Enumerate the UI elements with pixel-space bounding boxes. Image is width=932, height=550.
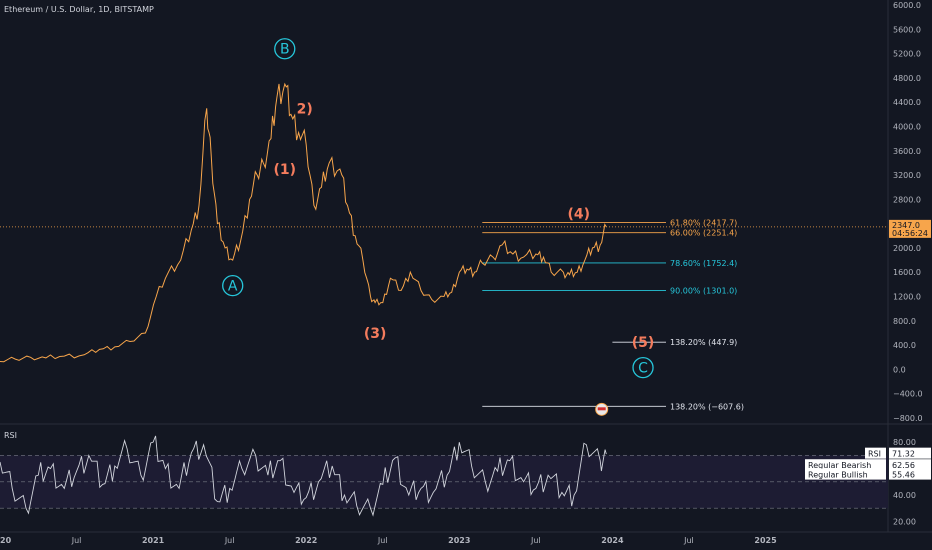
- rsi-panel-title: RSI: [4, 431, 17, 440]
- wave-label: 2): [297, 101, 313, 117]
- time-tick-label: 2022: [295, 536, 317, 545]
- wave-label: (4): [567, 206, 590, 222]
- price-tick-label: 400.0: [893, 341, 916, 350]
- price-series-line: [0, 82, 607, 363]
- wave-label: C: [638, 361, 648, 377]
- time-tick-label: Jul: [683, 536, 694, 545]
- price-tick-label: −400.0: [893, 390, 923, 399]
- rsi-label-value: 71.32: [892, 450, 915, 459]
- time-tick-label: Jul: [224, 536, 235, 545]
- price-tick-label: 800.0: [893, 317, 916, 326]
- rsi-tick-label: 40.00: [893, 491, 916, 500]
- wave-label: B: [280, 42, 290, 58]
- flag-stripe-icon: [597, 407, 606, 411]
- rsi-label-value: 55.46: [892, 471, 915, 480]
- time-tick-label: 2024: [601, 536, 624, 545]
- price-tick-label: 1200.0: [893, 293, 921, 302]
- wave-label-circle: [222, 274, 244, 297]
- rsi-label-value: 62.56: [892, 461, 915, 470]
- price-tick-label: −800.0: [893, 414, 923, 423]
- rsi-label-name-bg: [805, 468, 886, 480]
- time-tick-label: 2021: [142, 536, 165, 545]
- price-tick-label: 5200.0: [893, 50, 921, 59]
- price-tick-label: 4000.0: [893, 122, 921, 131]
- rsi-label-name-bg: [805, 459, 886, 471]
- fib-level-label: 78.60% (1752.4): [670, 259, 737, 268]
- rsi-label-name: Regular Bullish: [808, 471, 868, 480]
- fib-level-label: 61.80% (2417.7): [670, 219, 737, 228]
- rsi-tick-label: 80.00: [893, 438, 916, 447]
- rsi-series-line: [0, 435, 607, 517]
- time-tick-label: Jul: [377, 536, 388, 545]
- rsi-label-value-bg: [889, 468, 931, 480]
- price-tick-label: 2000.0: [893, 244, 921, 253]
- price-tick-label: 3200.0: [893, 171, 921, 180]
- price-tick-label: 5600.0: [893, 25, 921, 34]
- wave-label: (3): [364, 326, 387, 342]
- wave-label: (1): [273, 162, 296, 178]
- price-tick-label: 2800.0: [893, 195, 921, 204]
- symbol-title: Ethereum / U.S. Dollar, 1D, BITSTAMP: [4, 5, 154, 14]
- time-tick-label: 2020: [0, 536, 12, 545]
- price-tick-label: 4400.0: [893, 98, 921, 107]
- rsi-label-name-bg: [865, 447, 886, 459]
- fib-level-label: 66.00% (2251.4): [670, 229, 737, 238]
- wave-label: A: [228, 279, 238, 295]
- rsi-label-value-bg: [889, 447, 931, 459]
- rsi-label-name: RSI: [868, 450, 881, 459]
- price-tick-label: 6000.0: [893, 1, 921, 10]
- fib-level-label: 138.20% (−607.6): [670, 402, 744, 411]
- time-tick-label: 2025: [754, 536, 777, 545]
- time-tick-label: Jul: [530, 536, 541, 545]
- rsi-label-value-bg: [889, 459, 931, 471]
- fib-level-label: 138.20% (447.9): [670, 338, 737, 347]
- wave-label-circle: [274, 38, 296, 60]
- price-tick-label: 1600.0: [893, 268, 921, 277]
- price-tick-label: 3600.0: [893, 147, 921, 156]
- rsi-label-name: Regular Bearish: [808, 461, 871, 470]
- wave-label: (5): [632, 335, 655, 351]
- bar-countdown: 04:56:24: [892, 229, 928, 238]
- current-price-tag: [889, 219, 931, 238]
- price-tick-label: 0.0: [893, 365, 906, 374]
- rsi-tick-label: 20.00: [893, 517, 916, 526]
- fib-level-label: 90.00% (1301.0): [670, 286, 737, 295]
- time-tick-label: 2023: [448, 536, 470, 545]
- wave-label-circle: [632, 356, 654, 379]
- current-price-value: 2347.0: [892, 221, 920, 230]
- time-tick-label: Jul: [71, 536, 82, 545]
- price-tick-label: 4800.0: [893, 74, 921, 83]
